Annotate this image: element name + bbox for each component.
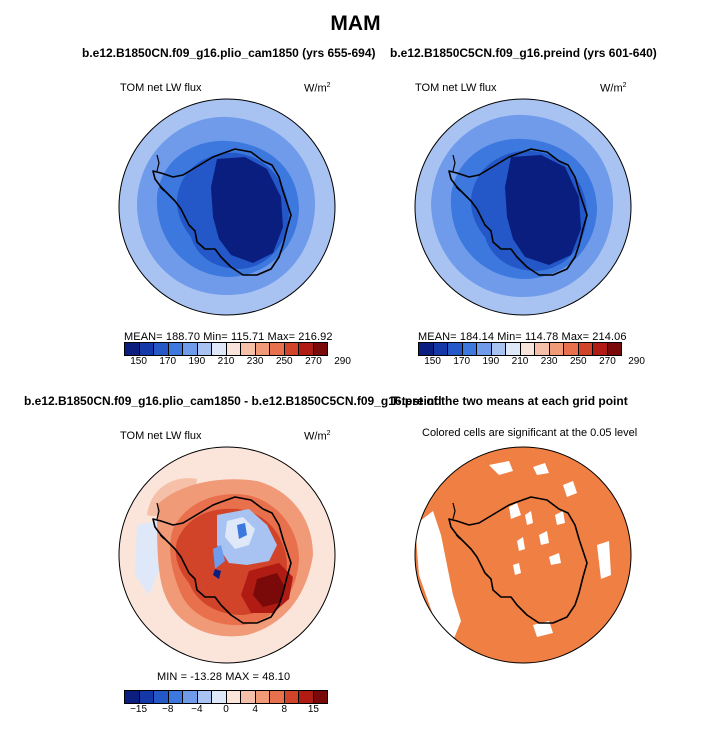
panel2-colorbar-swatch <box>607 343 621 355</box>
panel1-variable-label: TOM net LW flux <box>120 82 202 94</box>
panel4-case-title: T-test of the two means at each grid poi… <box>391 394 628 408</box>
panel3-colorbar-tick-label: 0 <box>223 704 229 715</box>
panel1-colorbar-tick-label: 190 <box>188 356 206 367</box>
panel3-polar-map <box>118 446 336 664</box>
panel1-colorbar-swatch <box>299 343 314 355</box>
panel2-colorbar-tick-label: 150 <box>424 356 441 367</box>
panel1-colorbar-tick-label: 250 <box>275 356 293 367</box>
panel2-colorbar: 150 170 190 210 230 250 270 290 <box>418 342 645 370</box>
panel3-colorbar-tick-label: −4 <box>191 704 203 715</box>
panel2-colorbar-tick-label: 190 <box>482 356 500 367</box>
panel2-colorbar-ticks: 150 170 190 210 230 250 270 290 <box>418 356 645 370</box>
panel2-polar-map <box>414 98 632 316</box>
panel2-colorbar-tick-label: 270 <box>599 356 616 367</box>
panel3-colorbar-swatch <box>284 691 299 703</box>
panel1-colorbar-tick-label: 270 <box>305 356 322 367</box>
panel2-colorbar-swatch <box>433 343 448 355</box>
panel2-colorbar-swatch <box>419 343 434 355</box>
panel2-colorbar-swatch <box>578 343 593 355</box>
panel2-colorbar-swatch <box>506 343 521 355</box>
panel4-subtitle: Colored cells are significant at the 0.0… <box>422 427 638 439</box>
panel3-colorbar-tick-label: 8 <box>281 704 288 715</box>
panel3-variable-label: TOM net LW flux <box>120 430 202 442</box>
panel1-colorbar-tick-label: 210 <box>217 356 235 367</box>
panel3-colorbar-swatch <box>139 691 154 703</box>
panel3-colorbar-swatch <box>197 691 212 703</box>
panel1-colorbar-tick-label: 150 <box>130 356 147 367</box>
panel2-colorbar-swatch <box>477 343 492 355</box>
panel1-colorbar-swatch <box>139 343 154 355</box>
panel1-colorbar-swatch <box>183 343 198 355</box>
panel1-colorbar: 150 170 190 210 230 250 270 290 <box>124 342 351 370</box>
panel3-colorbar-ticks: −15 −8 −4 0 4 8 15 <box>124 704 328 718</box>
panel1-colorbar-swatch <box>197 343 212 355</box>
panel2-colorbar-swatch <box>564 343 579 355</box>
panel2-variable-label: TOM net LW flux <box>415 82 497 94</box>
panel3-colorbar-tick-label: −8 <box>162 704 174 715</box>
panel3-colorbar-swatch <box>299 691 314 703</box>
panel2-stats: MEAN= 184.14 Min= 114.78 Max= 214.06 <box>418 331 627 343</box>
panel2-colorbar-swatch <box>448 343 463 355</box>
panel3-colorbar-swatch <box>270 691 285 703</box>
panel3-colorbar-swatch <box>241 691 256 703</box>
panel2-case-title: b.e12.B1850C5CN.f09_g16.preind (yrs 601-… <box>390 46 657 60</box>
panel3-colorbar-swatch <box>125 691 140 703</box>
panel3-case-title: b.e12.B1850CN.f09_g16.plio_cam1850 - b.e… <box>24 394 442 408</box>
panel1-colorbar-swatch <box>255 343 270 355</box>
panel1-colorbar-swatch <box>154 343 169 355</box>
panel2-colorbar-swatch <box>491 343 506 355</box>
panel3-colorbar-swatch <box>212 691 227 703</box>
panel1-case-title: b.e12.B1850CN.f09_g16.plio_cam1850 (yrs … <box>82 46 376 60</box>
panel3-units-label: W/m2 <box>304 430 331 443</box>
figure-title: MAM <box>330 12 381 35</box>
panel3-colorbar-swatch <box>154 691 169 703</box>
panel1-colorbar-swatch <box>168 343 183 355</box>
panel3-colorbar-swatch <box>183 691 198 703</box>
panel1-colorbar-swatch <box>125 343 140 355</box>
panel2-colorbar-swatch <box>549 343 564 355</box>
panel4-significance-map <box>414 446 632 664</box>
panel3-colorbar-swatch <box>168 691 183 703</box>
panel1-colorbar-swatch <box>313 343 327 355</box>
panel2-colorbar-tick-label: 230 <box>540 356 558 367</box>
panel3-colorbar-swatch <box>255 691 270 703</box>
panel3-colorbar-swatch <box>313 691 327 703</box>
panel1-colorbar-swatches <box>124 342 328 356</box>
panel2-colorbar-tick-label: 290 <box>628 356 645 367</box>
panel3-colorbar: −15 −8 −4 0 4 8 15 <box>124 690 328 718</box>
panel1-units-label: W/m2 <box>304 82 331 95</box>
panel2-colorbar-tick-label: 210 <box>511 356 529 367</box>
panel2-colorbar-tick-label: 250 <box>569 356 587 367</box>
panel3-stats: MIN = -13.28 MAX = 48.10 <box>157 671 291 683</box>
panel1-colorbar-swatch <box>241 343 256 355</box>
panel3-colorbar-swatch <box>226 691 241 703</box>
panel1-colorbar-tick-label: 170 <box>159 356 177 367</box>
panel1-colorbar-swatch <box>270 343 285 355</box>
panel2-colorbar-tick-label: 170 <box>453 356 471 367</box>
panel2-colorbar-swatch <box>535 343 550 355</box>
panel1-colorbar-swatch <box>284 343 299 355</box>
panel2-colorbar-swatch <box>462 343 477 355</box>
panel2-colorbar-swatch <box>593 343 608 355</box>
panel1-colorbar-swatch <box>212 343 227 355</box>
panel3-colorbar-swatches <box>124 690 328 704</box>
panel2-units-label: W/m2 <box>600 82 627 95</box>
panel3-colorbar-tick-label: 4 <box>252 704 258 715</box>
panel3-colorbar-tick-label: 15 <box>307 704 319 715</box>
panel1-stats: MEAN= 188.70 Min= 115.71 Max= 216.92 <box>124 331 333 343</box>
panel2-colorbar-swatches <box>418 342 622 356</box>
panel2-colorbar-swatch <box>520 343 535 355</box>
panel1-colorbar-tick-label: 230 <box>246 356 264 367</box>
panel1-colorbar-tick-label: 290 <box>334 356 351 367</box>
panel1-colorbar-swatch <box>226 343 241 355</box>
panel1-colorbar-ticks: 150 170 190 210 230 250 270 290 <box>124 356 351 370</box>
panel1-polar-map <box>118 98 336 316</box>
panel3-colorbar-tick-label: −15 <box>130 704 148 715</box>
